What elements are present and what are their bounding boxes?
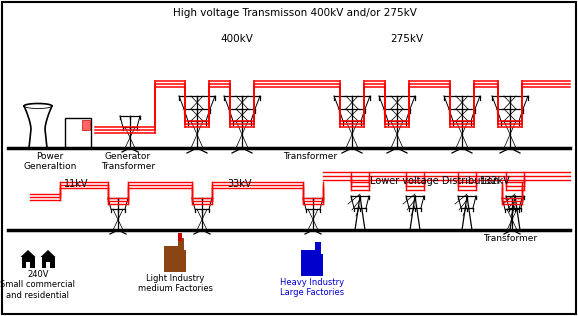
Text: Generator
Transformer: Generator Transformer (101, 152, 155, 171)
Text: 275kV: 275kV (390, 34, 424, 44)
Bar (164, 250, 186, 272)
Text: Power
Generaltion: Power Generaltion (23, 152, 77, 171)
Bar (178, 233, 182, 241)
Text: Transformer: Transformer (483, 234, 537, 243)
Bar (21, 257, 35, 268)
Bar (42, 257, 54, 268)
Bar (82, 120, 90, 130)
Bar (46, 262, 50, 268)
Text: High voltage Transmisson 400kV and/or 275kV: High voltage Transmisson 400kV and/or 27… (173, 8, 417, 18)
Text: 33kV: 33kV (228, 179, 252, 189)
Bar (178, 238, 184, 250)
Bar (26, 262, 30, 268)
Bar (301, 254, 323, 276)
Bar (315, 242, 321, 254)
Bar (65, 118, 91, 148)
Text: 400kV: 400kV (221, 34, 253, 44)
Text: Lower voltage Distribution: Lower voltage Distribution (370, 176, 499, 186)
Text: Transformer: Transformer (283, 152, 337, 161)
Text: 132kV: 132kV (480, 176, 511, 186)
Text: Heavy Industry
Large Factories: Heavy Industry Large Factories (280, 278, 344, 297)
Text: 240V
Small commercial
and residential: 240V Small commercial and residential (1, 270, 76, 300)
Polygon shape (301, 250, 315, 254)
Polygon shape (40, 250, 55, 257)
Text: Light Industry
medium Factories: Light Industry medium Factories (138, 274, 213, 293)
Polygon shape (164, 246, 178, 250)
Text: 11kV: 11kV (64, 179, 88, 189)
Polygon shape (20, 250, 35, 257)
